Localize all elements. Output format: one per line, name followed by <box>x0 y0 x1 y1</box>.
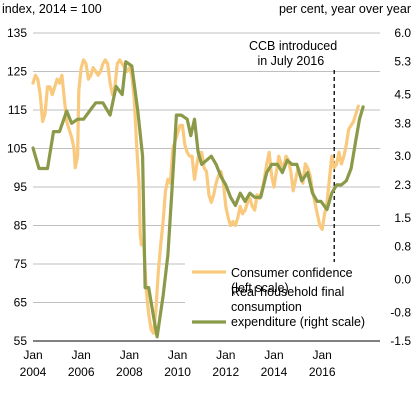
right-tick-label: 3.8 <box>394 116 411 130</box>
x-tick-label: Jan 2016 <box>309 348 336 379</box>
x-tick-label: Jan 2006 <box>68 348 95 379</box>
right-tick-label: 1.5 <box>394 211 411 225</box>
x-tick-label: Jan 2014 <box>261 348 288 379</box>
right-tick-label: 4.5 <box>394 88 411 102</box>
left-tick-label: 85 <box>14 219 28 233</box>
right-tick-label: -1.5 <box>390 334 411 348</box>
left-axis-tick-labels: 55 65 75 85 95 105 115 125 135 <box>7 26 27 348</box>
left-tick-label: 75 <box>14 257 28 271</box>
x-tick-label: Jan 2004 <box>20 348 47 379</box>
right-tick-label: 2.3 <box>394 178 411 192</box>
household-consumption-line <box>31 60 365 339</box>
right-tick-label: 0.0 <box>394 272 411 286</box>
right-tick-label: 5.3 <box>394 55 411 69</box>
right-axis-title: per cent, year over year <box>278 2 411 16</box>
left-tick-label: 95 <box>14 180 28 194</box>
right-tick-label: 3.0 <box>394 149 411 163</box>
left-axis-title: index, 2014 = 100 <box>2 2 102 16</box>
series-lines <box>31 58 365 339</box>
left-tick-label: 115 <box>8 103 27 117</box>
legend-background <box>185 262 380 340</box>
x-tick-label: Jan 2008 <box>116 348 143 379</box>
right-tick-label: 6.0 <box>394 26 411 40</box>
left-tick-label: 65 <box>14 296 28 310</box>
right-tick-label: -0.8 <box>390 305 411 319</box>
right-axis-tick-labels: -1.5 -0.8 0.0 0.8 1.5 2.3 3.0 3.8 4.5 5.3 6.0 <box>390 26 411 348</box>
x-axis-tick-labels: Jan 2004 Jan 2006 Jan 2008 Jan 2010 Jan 2012 Jan 20… <box>20 348 336 379</box>
legend: Consumer confidence (left scale)Real hous… <box>185 262 380 340</box>
legend-label-consumer-confidence: Consumer confidence (left scale) <box>231 266 353 295</box>
legend-label-household-consumption: Real household final consumption expenditu… <box>231 285 365 329</box>
left-tick-label: 105 <box>7 142 27 156</box>
ccb-annotation-text: CCB introduced in July 2016 <box>249 39 337 68</box>
left-tick-label: 55 <box>14 334 28 348</box>
x-tick-label: Jan 2010 <box>164 348 191 379</box>
right-tick-label: 0.8 <box>394 240 411 254</box>
left-tick-label: 125 <box>7 65 27 79</box>
left-tick-label: 135 <box>7 26 27 40</box>
x-tick-label: Jan 2012 <box>212 348 239 379</box>
